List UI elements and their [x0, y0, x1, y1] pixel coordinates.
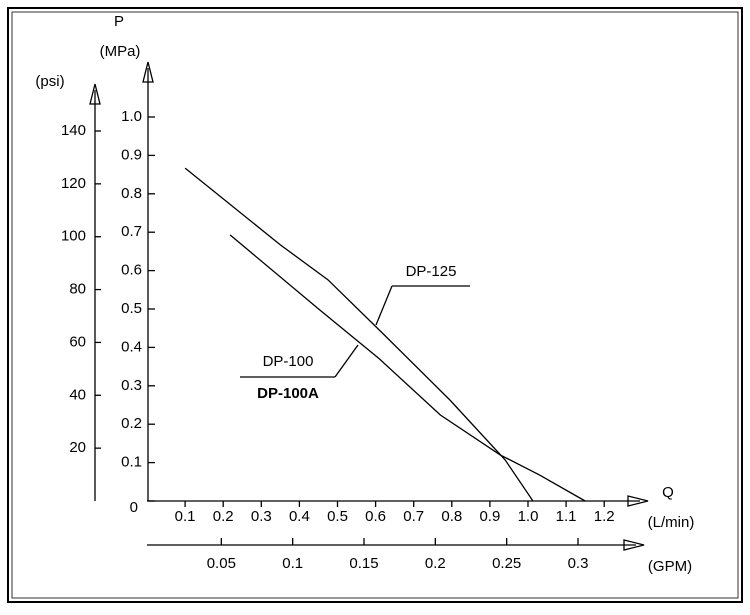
x-tick-label: 0.1 — [175, 508, 196, 525]
arrow — [623, 539, 645, 551]
y-tick-label: 0.6 — [121, 262, 142, 279]
leader — [375, 285, 393, 326]
x-tick-label: 0.7 — [403, 508, 424, 525]
frame — [7, 7, 743, 603]
x2-tick-label: 0.05 — [207, 555, 236, 572]
x-tick-label: 0.9 — [479, 508, 500, 525]
y-tick-label: 1.0 — [121, 108, 142, 125]
x-tick-label: 0.5 — [327, 508, 348, 525]
x-tick-label: 0.3 — [251, 508, 272, 525]
y2-tick-label: 100 — [61, 228, 86, 245]
x-label-top: Q — [662, 484, 674, 501]
x-tick-label: 0.6 — [365, 508, 386, 525]
frame-inner — [11, 11, 739, 599]
x2-label: (GPM) — [648, 558, 692, 575]
y-tick-label: 0.8 — [121, 185, 142, 202]
y-tick-label: 0.1 — [121, 454, 142, 471]
x-tick-label: 1.0 — [518, 508, 539, 525]
series-line — [229, 234, 586, 502]
y2-tick-label: 120 — [61, 175, 86, 192]
x2-tick-label: 0.2 — [425, 555, 446, 572]
y2-tick-label: 80 — [69, 281, 86, 298]
y-tick-label: 0.3 — [121, 377, 142, 394]
arrow — [627, 495, 649, 507]
y-tick-label: 0.2 — [121, 415, 142, 432]
x2-tick-label: 0.1 — [282, 555, 303, 572]
series-label: DP-100 — [263, 353, 314, 370]
y-tick-label: 0.7 — [121, 223, 142, 240]
x-tick-label: 0.2 — [213, 508, 234, 525]
annotation: DP-100A — [257, 385, 319, 402]
y2-tick-label: 60 — [69, 333, 86, 350]
y2-tick-label: 40 — [69, 386, 86, 403]
arrow — [142, 61, 154, 83]
x-tick-label: 1.1 — [556, 508, 577, 525]
x-tick-label: 0.4 — [289, 508, 310, 525]
x2-tick-label: 0.25 — [492, 555, 521, 572]
y-tick-label: 0.5 — [121, 300, 142, 317]
y2-label: (psi) — [35, 73, 64, 90]
y2-tick-label: 20 — [69, 439, 86, 456]
x2-tick-label: 0.3 — [568, 555, 589, 572]
y-label-top: P — [114, 13, 124, 30]
y-tick-label: 0.4 — [121, 338, 142, 355]
y-tick-label: 0 — [130, 499, 138, 516]
x-tick-label: 1.2 — [594, 508, 615, 525]
x-label: (L/min) — [648, 514, 695, 531]
y2-tick-label: 140 — [61, 122, 86, 139]
series-label: DP-125 — [406, 263, 457, 280]
y-tick-label: 0.9 — [121, 146, 142, 163]
x2-tick-label: 0.15 — [349, 555, 378, 572]
y-label: (MPa) — [100, 43, 141, 60]
x-tick-label: 0.8 — [441, 508, 462, 525]
series-line — [184, 167, 534, 502]
arrow — [89, 83, 101, 105]
leader — [334, 344, 359, 378]
